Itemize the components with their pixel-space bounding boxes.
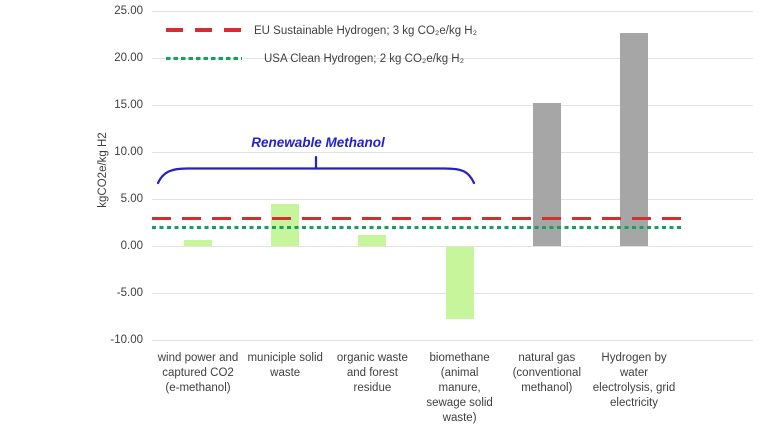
gridline bbox=[152, 152, 753, 153]
gridline bbox=[152, 58, 753, 59]
y-axis-tick-label: 25.00 bbox=[114, 4, 143, 17]
bar-1 bbox=[184, 239, 212, 247]
gridline bbox=[152, 105, 753, 106]
ref-line-usa bbox=[152, 226, 681, 230]
y-axis-tick-label: 20.00 bbox=[114, 51, 143, 64]
gridline bbox=[152, 340, 753, 341]
red-dashed-line-sample bbox=[166, 28, 242, 32]
legend-label-eu: EU Sustainable Hydrogen; 3 kg CO₂e/kg H₂ bbox=[254, 25, 478, 37]
y-axis-tick-label: 15.00 bbox=[114, 98, 143, 111]
x-category-label: biomethane (animal manure, sewage solid … bbox=[426, 352, 493, 424]
gridline bbox=[152, 11, 753, 12]
bar-6 bbox=[620, 33, 648, 247]
x-category-label: wind power and captured CO2 (e-methanol) bbox=[157, 352, 239, 394]
x-category-label: municiple solid waste bbox=[247, 352, 323, 379]
legend-label-usa: USA Clean Hydrogen; 2 kg CO₂e/kg H₂ bbox=[264, 53, 465, 65]
y-axis-tick-label: 0.00 bbox=[120, 239, 143, 252]
bar-3 bbox=[358, 235, 387, 247]
y-axis-tick-label: -5.00 bbox=[116, 286, 143, 299]
y-axis-tick-label: 10.00 bbox=[114, 145, 143, 158]
gridline bbox=[152, 199, 753, 200]
x-category-label: organic waste and forest residue bbox=[336, 352, 408, 394]
bar-2 bbox=[271, 204, 300, 247]
x-category-label: natural gas (conventional methanol) bbox=[512, 352, 581, 394]
x-category-label: Hydrogen by water electrolysis, grid ele… bbox=[592, 352, 676, 409]
green-dotted-line-sample bbox=[166, 56, 242, 60]
y-axis-tick-label: 5.00 bbox=[120, 192, 143, 205]
bar-4 bbox=[445, 246, 474, 319]
y-axis-tick-label: -10.00 bbox=[110, 333, 143, 346]
bar-5 bbox=[532, 102, 561, 247]
ref-line-eu bbox=[152, 216, 681, 221]
annotation-renewable-methanol: Renewable Methanol bbox=[251, 135, 385, 150]
